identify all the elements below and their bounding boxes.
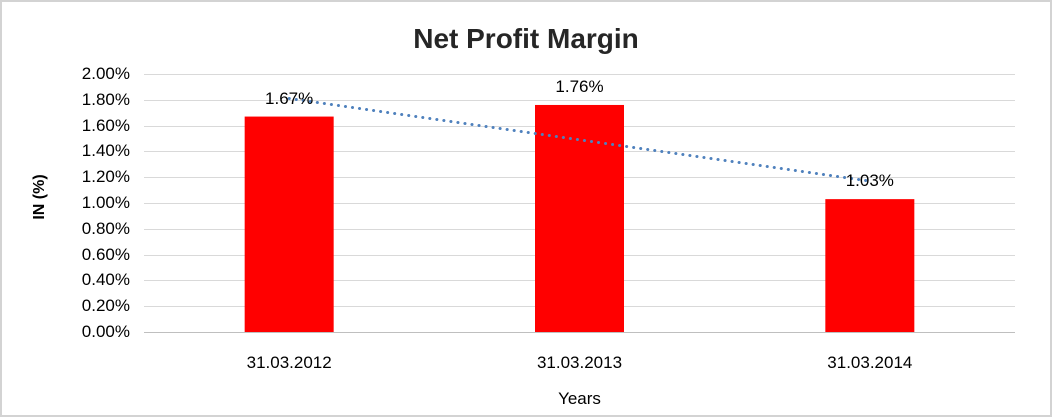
- y-tick-label: 1.60%: [81, 115, 130, 135]
- x-tick-label: 31.03.2012: [246, 353, 332, 372]
- y-tick-label: 1.80%: [81, 89, 130, 109]
- y-tick-label: 0.00%: [81, 322, 130, 341]
- bar-31.03.2012: [244, 116, 334, 332]
- x-axis-title: Years: [558, 389, 601, 408]
- y-tick-label: 1.40%: [81, 141, 130, 161]
- y-tick-label: 1.00%: [81, 193, 130, 212]
- bar-31.03.2014: [825, 199, 915, 332]
- bar-data-label: 1.67%: [265, 88, 314, 108]
- bar-data-label: 1.76%: [555, 76, 604, 96]
- y-tick-label: 0.20%: [81, 296, 130, 316]
- y-tick-label: 0.40%: [81, 270, 130, 290]
- chart-title: Net Profit Margin: [413, 23, 639, 54]
- x-tick-label: 31.03.2013: [536, 353, 623, 372]
- bar-31.03.2013: [535, 104, 624, 333]
- trendline: [287, 97, 872, 183]
- x-tick-label: 31.03.2014: [827, 353, 913, 372]
- y-tick-label: 0.60%: [81, 244, 130, 264]
- y-tick-label: 2.00%: [81, 64, 130, 83]
- bar-data-label: 1.03%: [845, 171, 894, 191]
- y-tick-label: 1.20%: [81, 167, 130, 187]
- y-tick-label: 0.80%: [81, 218, 130, 238]
